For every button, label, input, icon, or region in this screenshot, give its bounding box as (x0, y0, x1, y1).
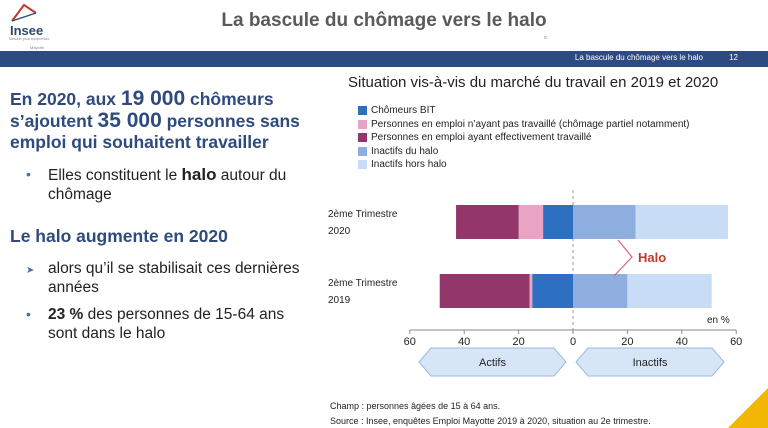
halo-bracket (613, 239, 633, 277)
category-label: 2019 (328, 295, 351, 306)
bullet-text: alors qu’il se stabilisait ces dernières… (48, 260, 300, 296)
category-label: 2ème Trimestre (328, 278, 398, 289)
logo-mark (11, 3, 37, 22)
chart-title: Situation vis-à-vis du marché du travail… (348, 74, 719, 91)
legend-item: Inactifs hors halo (358, 158, 690, 172)
x-tick-label: 20 (512, 336, 524, 348)
bullet-dot-icon: • (26, 166, 31, 182)
legend-swatch (358, 106, 367, 116)
inactifs-arrow-label: Inactifs (633, 357, 668, 369)
legend-item: Personnes en emploi ayant effectivement … (358, 131, 690, 145)
actifs-arrow (418, 347, 567, 377)
heading-text-1: En 2020, aux (10, 89, 121, 109)
legend-label: Inactifs du halo (371, 145, 439, 157)
bar-segment (532, 274, 573, 308)
legend-swatch (358, 160, 367, 170)
bullet-dot-icon: • (26, 306, 31, 322)
footer-champ: Champ : personnes âgées de 15 à 64 ans. (330, 401, 501, 411)
footer-source: Source : Insee, enquêtes Emploi Mayotte … (330, 416, 651, 426)
logo-place: Mayotte (30, 45, 45, 50)
bullet-23-percent: • 23 % des personnes de 15-64 ans sont d… (10, 305, 310, 343)
x-tick-label: 20 (621, 336, 633, 348)
category-label: 2020 (328, 226, 351, 237)
bar-segment (573, 205, 636, 239)
bullet-arrow-icon: ➤ (26, 265, 35, 276)
bar-segment (518, 205, 544, 239)
legend-swatch (358, 146, 367, 156)
legend-swatch (358, 133, 367, 143)
topbar-section: La bascule du chômage vers le halo (574, 53, 703, 62)
legend-label: Personnes en emploi n’ayant pas travaill… (371, 118, 690, 130)
insee-logo: Insee Mesurer pour comprendre Mayotte (4, 3, 70, 50)
heading-number-1: 19 000 (120, 87, 186, 110)
page-number: 12 (729, 53, 738, 62)
halo-label: Halo (638, 250, 666, 265)
x-tick-label: 0 (570, 336, 576, 348)
x-tick-label: 60 (404, 336, 416, 348)
bullet-text: autour du chômage (48, 167, 287, 203)
main-heading: En 2020, aux 19 000 chômeurs s’ajoutent … (10, 88, 310, 153)
legend-item: Inactifs du halo (358, 145, 690, 159)
slide-title: La bascule du chômage vers le halo (221, 10, 547, 31)
actifs-arrow-label: Actifs (479, 357, 506, 369)
x-tick-label: 40 (458, 336, 470, 348)
legend-item: Personnes en emploi n’ayant pas travaill… (358, 118, 690, 132)
inactifs-arrow (575, 347, 725, 377)
bar-segment (635, 205, 729, 239)
bar-segment (627, 274, 712, 308)
category-label: 2ème Trimestre (328, 209, 398, 220)
bar-segment (543, 205, 573, 239)
x-tick-label: 60 (730, 336, 742, 348)
chart-legend: Chômeurs BIT Personnes en emploi n’ayant… (358, 104, 690, 172)
bullet-text: des personnes de 15-64 ans sont dans le … (48, 306, 285, 342)
logo-name: Insee (10, 23, 44, 38)
bar-segment (573, 274, 628, 308)
legend-label: Personnes en emploi ayant effectivement … (371, 132, 592, 143)
bullet-text: Elles constituent le (48, 167, 182, 184)
corner-decoration (728, 388, 768, 428)
bar-segment (529, 274, 533, 308)
heading-number-2: 35 000 (97, 109, 162, 132)
bullet-bold: 23 % (48, 306, 84, 323)
top-bar: La bascule du chômage vers le halo 12 (0, 51, 768, 67)
bullet-bold: halo (181, 165, 217, 184)
legend-item: Chômeurs BIT (358, 104, 690, 118)
legend-swatch (358, 119, 367, 129)
mouse-cursor-icon: ▫ (544, 33, 547, 42)
left-text-panel: En 2020, aux 19 000 chômeurs s’ajoutent … (10, 88, 310, 343)
legend-label: Inactifs hors halo (371, 159, 447, 170)
second-heading: Le halo augmente en 2020 (10, 226, 228, 246)
bullet-stabilise: ➤ alors qu’il se stabilisait ces dernièr… (10, 259, 310, 297)
x-tick-label: 40 (676, 336, 688, 348)
heading-text-3: personnes sans emploi qui souhaitent tra… (10, 111, 300, 152)
legend-label: Chômeurs BIT (371, 105, 436, 116)
bullet-halo: • Elles constituent le halo autour du ch… (10, 165, 310, 204)
unit-label: en % (707, 315, 730, 326)
bar-segment (439, 274, 530, 308)
logo-subtitle: Mesurer pour comprendre (9, 37, 50, 41)
heading-text-2: chômeurs s’ajoutent (10, 89, 274, 131)
bar-segment (456, 205, 519, 239)
